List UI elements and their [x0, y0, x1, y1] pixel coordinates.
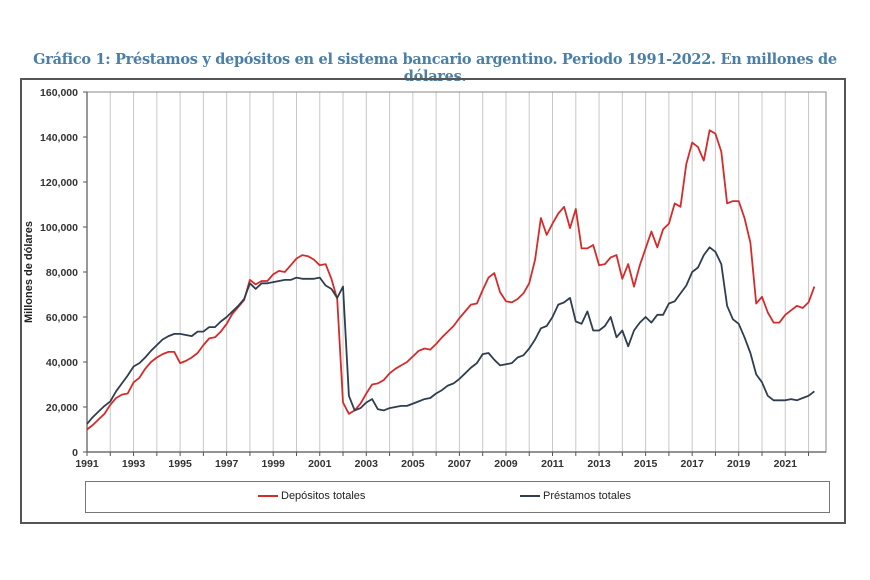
y-tick-label: 160,000	[40, 87, 78, 99]
y-tick-label: 140,000	[40, 132, 78, 144]
x-tick-label: 1997	[215, 458, 239, 470]
x-tick-label: 2005	[401, 458, 425, 470]
legend-label-depositos: Depósitos totales	[281, 490, 366, 502]
y-tick-label: 20,000	[46, 402, 78, 414]
legend-swatch-depositos	[258, 495, 278, 497]
y-tick-label: 0	[72, 447, 78, 459]
legend-swatch-prestamos	[520, 495, 540, 497]
y-tick-label: 60,000	[46, 312, 78, 324]
series-line-dep-sitos-totales	[86, 129, 816, 431]
series-line-pr-stamos-totales	[86, 246, 815, 425]
y-tick-label: 120,000	[40, 177, 78, 189]
x-tick-label: 2009	[494, 458, 518, 470]
grid-lines	[109, 92, 810, 452]
x-axis-ticks: 1991 1993 1995 1997 1999 2001 2003 2005 2007 2009…	[75, 452, 810, 470]
y-tick-label: 80,000	[46, 267, 78, 279]
y-tick-label: 40,000	[46, 357, 78, 369]
x-tick-label: 1991	[75, 458, 99, 470]
x-tick-label: 1995	[168, 458, 192, 470]
x-tick-label: 2017	[680, 458, 704, 470]
y-axis-ticks: 0 20,000 40,000 60,000 80,000 100,000 120,000 1…	[40, 87, 87, 459]
x-tick-label: 2001	[308, 458, 332, 470]
x-tick-label: 1999	[262, 458, 286, 470]
x-tick-label: 2003	[355, 458, 379, 470]
x-tick-label: 2011	[541, 458, 564, 470]
legend: Depósitos totales Préstamos totales	[85, 481, 830, 513]
x-tick-label: 2007	[448, 458, 472, 470]
x-tick-label: 2013	[587, 458, 611, 470]
chart-frame	[20, 78, 846, 524]
chart-title: Gráfico 1: Préstamos y depósitos en el s…	[33, 51, 837, 85]
series-lines	[86, 129, 816, 431]
x-tick-label: 2021	[774, 458, 798, 470]
legend-item-depositos: Depósitos totales	[258, 490, 365, 502]
y-tick-label: 100,000	[40, 222, 78, 234]
x-tick-label: 2015	[634, 458, 658, 470]
legend-label-prestamos: Préstamos totales	[543, 490, 632, 502]
x-tick-label: 2019	[727, 458, 751, 470]
x-tick-label: 1993	[122, 458, 146, 470]
y-axis-label: Millones de dólares	[23, 221, 35, 323]
legend-item-prestamos: Préstamos totales	[520, 490, 631, 502]
